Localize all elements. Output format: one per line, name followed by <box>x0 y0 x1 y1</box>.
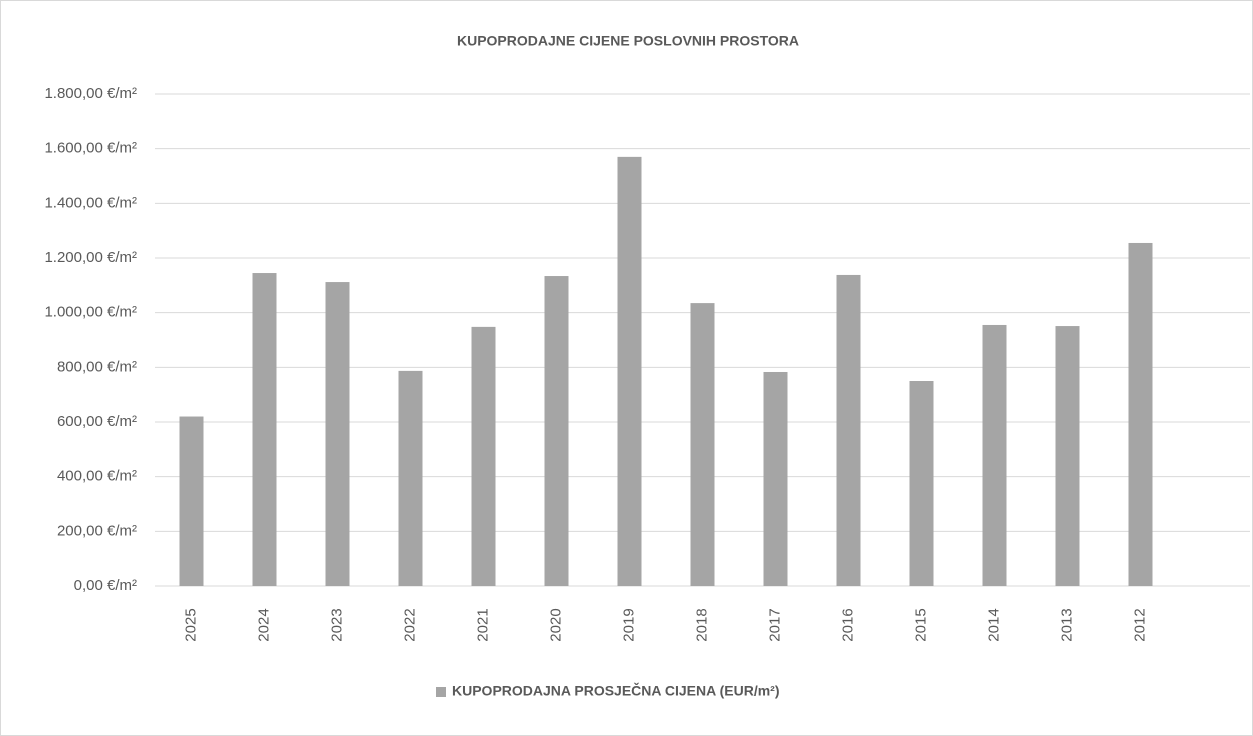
legend-label: KUPOPRODAJNA PROSJEČNA CIJENA (EUR/m²) <box>452 682 779 699</box>
y-tick-label: 1.400,00 €/m² <box>44 194 137 211</box>
y-tick-label: 600,00 €/m² <box>57 413 137 430</box>
bar <box>398 370 423 586</box>
y-tick-label: 800,00 €/m² <box>57 358 137 375</box>
y-tick-label: 1.000,00 €/m² <box>44 304 137 321</box>
y-tick-label: 1.800,00 €/m² <box>44 85 137 102</box>
x-tick-label: 2024 <box>255 608 272 641</box>
chart-title: KUPOPRODAJNE CIJENE POSLOVNIH PROSTORA <box>457 33 799 49</box>
y-tick-label: 200,00 €/m² <box>57 522 137 539</box>
x-tick-label: 2013 <box>1058 608 1075 641</box>
y-tick-label: 1.600,00 €/m² <box>44 140 137 157</box>
bar <box>690 303 715 586</box>
x-tick-label: 2021 <box>474 608 491 641</box>
bar <box>179 416 204 586</box>
x-tick-label: 2018 <box>693 608 710 641</box>
bar <box>763 371 788 586</box>
bar <box>982 324 1007 586</box>
legend-swatch <box>436 687 446 697</box>
bar <box>617 156 642 586</box>
bar <box>1128 242 1153 586</box>
x-tick-label: 2023 <box>328 608 345 641</box>
y-tick-label: 0,00 €/m² <box>74 577 137 594</box>
y-tick-label: 400,00 €/m² <box>57 468 137 485</box>
bar <box>909 381 934 586</box>
bar <box>1055 326 1080 586</box>
x-tick-label: 2014 <box>985 608 1002 641</box>
x-tick-label: 2012 <box>1131 608 1148 641</box>
bar <box>471 326 496 586</box>
bar <box>252 273 277 586</box>
x-tick-label: 2015 <box>912 608 929 641</box>
x-tick-label: 2020 <box>547 608 564 641</box>
x-tick-label: 2017 <box>766 608 783 641</box>
bar <box>544 276 569 586</box>
bar <box>325 282 350 586</box>
y-tick-label: 1.200,00 €/m² <box>44 249 137 266</box>
x-tick-label: 2016 <box>839 608 856 641</box>
bar <box>836 274 861 586</box>
x-tick-label: 2022 <box>401 608 418 641</box>
x-tick-label: 2025 <box>182 608 199 641</box>
x-tick-label: 2019 <box>620 608 637 641</box>
